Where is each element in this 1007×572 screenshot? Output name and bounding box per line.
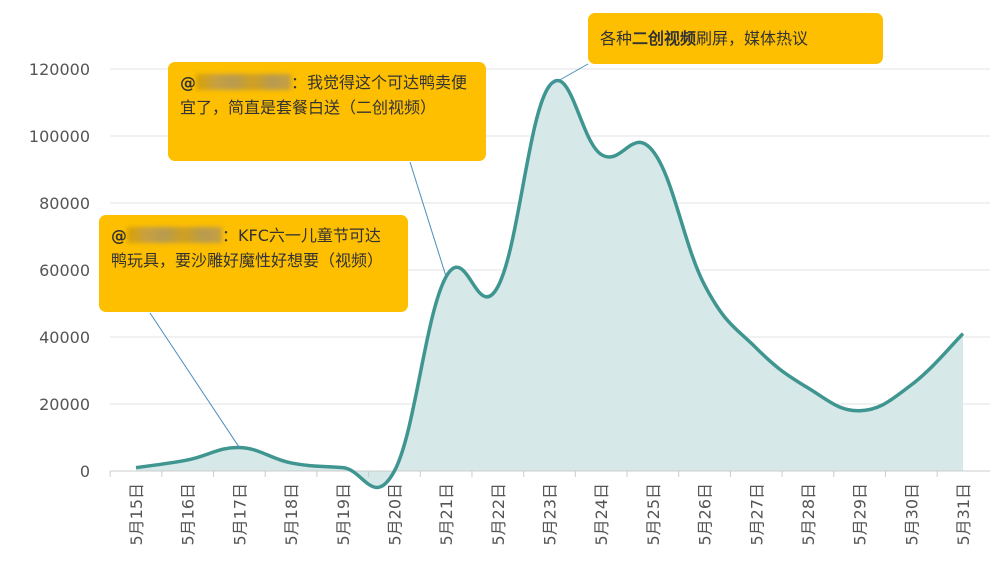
blurred-username [196, 74, 291, 90]
x-tick-label: 5月22日 [489, 483, 508, 546]
x-tick-label: 5月15日 [127, 483, 146, 546]
x-tick-label: 5月18日 [282, 483, 301, 546]
x-tick-label: 5月27日 [747, 483, 766, 546]
blurred-username [127, 227, 222, 243]
annotation-text-before: 各种 [600, 29, 633, 48]
y-tick-label: 40000 [39, 328, 90, 347]
y-tick-label: 100000 [29, 127, 90, 146]
annotation-may21: @ ：我觉得这个可达鸭卖便宜了，简直是套餐白送（二创视频） [168, 62, 486, 161]
x-tick-label: 5月24日 [592, 483, 611, 546]
x-tick-label: 5月29日 [851, 483, 870, 546]
series-line [135, 78, 965, 490]
annotation-text: ：我觉得这个可达鸭卖便宜了，简直是套餐白送（二创视频） [180, 73, 468, 117]
y-tick-label: 60000 [39, 261, 90, 280]
y-tick-label: 20000 [39, 395, 90, 414]
x-tick-label: 5月25日 [644, 483, 663, 546]
x-tick-label: 5月23日 [541, 483, 560, 546]
x-tick-label: 5月21日 [437, 483, 456, 546]
y-tick-label: 0 [80, 462, 90, 481]
annotation-at: @ [111, 226, 127, 245]
x-tick-label: 5月16日 [179, 483, 198, 546]
annotation-may23: 各种二创视频刷屏，媒体热议 [588, 13, 883, 64]
y-tick-label: 120000 [29, 60, 90, 79]
annotation-text-bold: 二创视频 [632, 29, 697, 48]
area-fill [136, 80, 963, 488]
x-tick-label: 5月26日 [696, 483, 715, 546]
x-tick-label: 5月28日 [799, 483, 818, 546]
x-tick-label: 5月31日 [954, 483, 973, 546]
annotation-text: ：KFC六一儿童节可达鸭玩具，要沙雕好魔性好想要（视频） [111, 226, 384, 270]
annotation-leader-line [409, 161, 447, 277]
annotation-may17: @ ：KFC六一儿童节可达鸭玩具，要沙雕好魔性好想要（视频） [99, 215, 408, 312]
x-tick-label: 5月20日 [385, 483, 404, 546]
annotation-leader-line [549, 63, 589, 87]
x-tick-label: 5月19日 [334, 483, 353, 546]
x-tick-label: 5月17日 [230, 483, 249, 546]
y-tick-label: 80000 [39, 194, 90, 213]
annotation-at: @ [180, 73, 196, 92]
x-tick-label: 5月30日 [902, 483, 921, 546]
annotation-text-after: 刷屏，媒体热议 [696, 29, 809, 48]
annotation-leader-line [149, 312, 240, 448]
